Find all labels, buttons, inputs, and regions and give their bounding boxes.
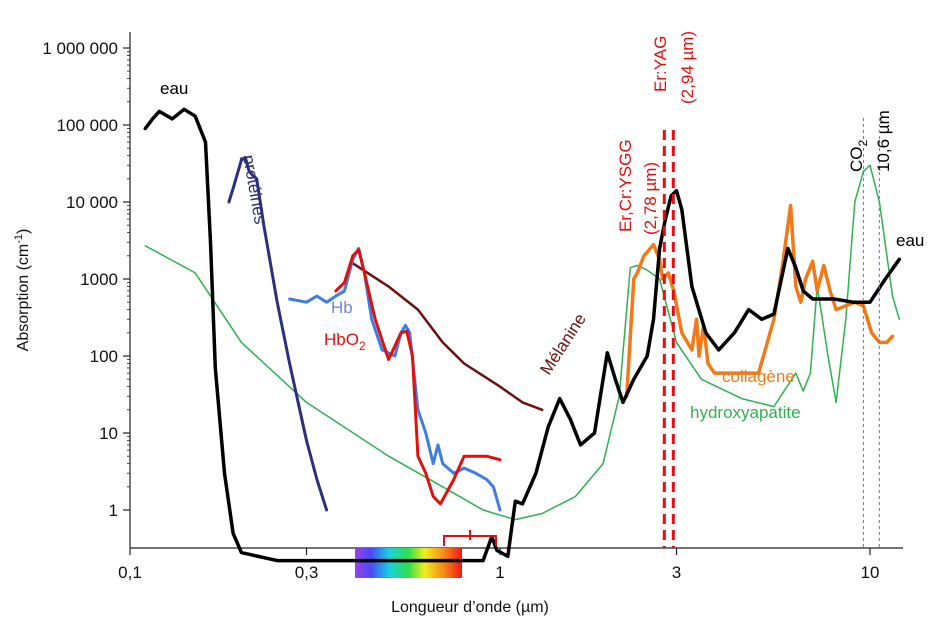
visible-spectrum-bar — [355, 548, 462, 578]
x-axis-label: Longueur d’onde (µm) — [391, 599, 549, 616]
label-eau-right: eau — [896, 231, 924, 250]
series-layer — [143, 107, 902, 563]
y-tick-label: 100 000 — [57, 116, 118, 135]
series-line-eau — [143, 107, 902, 563]
y-tick-label: 1 000 000 — [42, 39, 118, 58]
label-melanine: Mélanine — [536, 310, 590, 378]
series-line-prot-ines — [227, 155, 329, 512]
laser-bracket-marker — [443, 530, 497, 546]
y-tick-label: 100 — [90, 347, 118, 366]
y-ticks: 1 10 100 1000 10 000 100 000 1 000 000 — [42, 39, 130, 520]
label-eryag-name: Er:YAG — [651, 36, 670, 92]
x-tick-label: 0,1 — [118, 563, 142, 582]
x-tick-label: 10 — [861, 563, 880, 582]
series-line-collag-ne — [624, 203, 895, 399]
label-hbo2: HbO2 — [324, 330, 366, 353]
label-co2-wavelength: 10,6 µm — [874, 110, 893, 172]
axes: 1 10 100 1000 10 000 100 000 1 000 000 0,1 0,3 1… — [42, 32, 903, 582]
x-tick-label: 1 — [495, 563, 504, 582]
x-tick-label: 0,3 — [295, 563, 319, 582]
label-ercrysgg-name: Er,Cr:YSGG — [616, 139, 635, 232]
label-proteines: protéines — [239, 153, 270, 225]
series-line-m-lanine — [351, 262, 544, 412]
x-tick-label: 3 — [672, 563, 681, 582]
series-line-hbo2 — [334, 248, 502, 506]
label-eryag-wavelength: (2,94 µm) — [678, 31, 697, 104]
label-collagene: collagène — [722, 367, 795, 386]
series-line-hydroxyapatite — [144, 164, 901, 521]
series-line-hb — [288, 246, 502, 512]
label-hydroxyapatite: hydroxyapatite — [690, 403, 801, 422]
label-ercrysgg-wavelength: (2,78 µm) — [641, 162, 660, 235]
label-co2: CO2 — [847, 140, 870, 173]
y-tick-label: 10 000 — [66, 193, 118, 212]
y-tick-label: 1 — [109, 501, 118, 520]
x-ticks: 0,1 0,3 1 3 10 — [118, 548, 879, 582]
y-tick-label: 1000 — [80, 270, 118, 289]
y-tick-label: 10 — [99, 424, 118, 443]
label-hb: Hb — [331, 298, 353, 317]
label-eau-left: eau — [160, 79, 188, 98]
laser-layer — [662, 118, 880, 548]
y-axis-label: Absorption (cm-1) — [13, 229, 32, 352]
